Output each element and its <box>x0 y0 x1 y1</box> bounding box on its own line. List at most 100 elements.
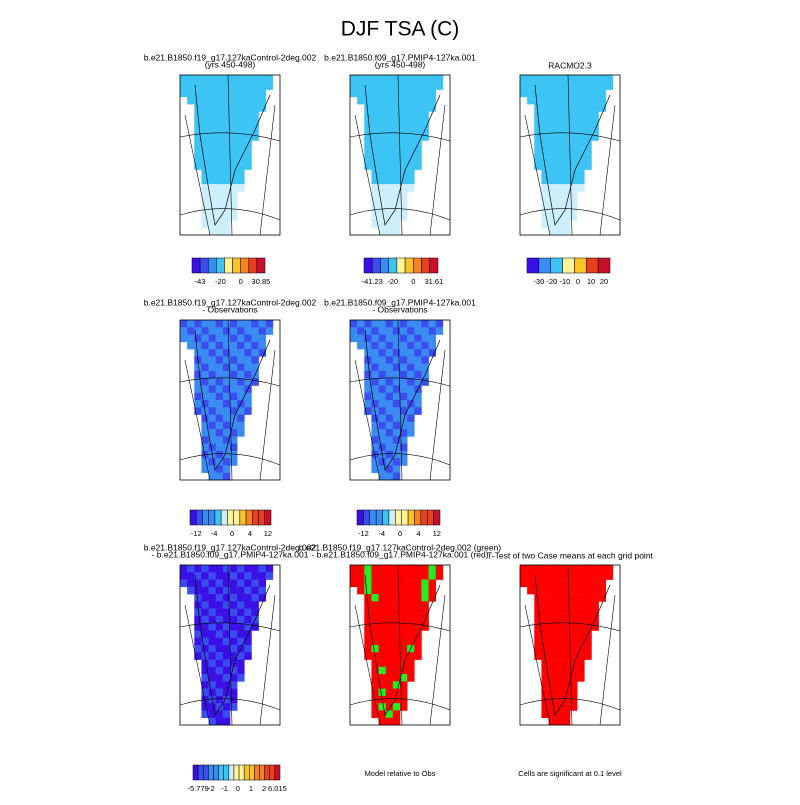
map-cell <box>194 400 202 408</box>
colorbar-label: 12 <box>264 529 272 538</box>
map-cell <box>378 133 387 141</box>
map-cell <box>364 82 372 90</box>
map-cell <box>215 443 224 452</box>
map-cell <box>400 623 408 631</box>
map-cell <box>385 349 394 357</box>
map-cell <box>385 572 394 580</box>
map-cell <box>194 320 202 328</box>
map-cell <box>385 710 394 719</box>
map-cell <box>251 586 259 595</box>
map-cell <box>385 565 394 573</box>
map-cell <box>562 125 571 134</box>
map-cell <box>371 111 379 119</box>
colorbar-box <box>233 509 241 526</box>
map-cell <box>201 565 209 573</box>
map-cell <box>555 579 564 588</box>
map-cell <box>562 623 571 631</box>
map-cell <box>237 666 245 675</box>
map-cell <box>215 111 224 119</box>
map-cell <box>208 717 217 726</box>
coastline <box>364 84 441 226</box>
colorbar-label: 0 <box>398 529 402 538</box>
map-cell <box>350 89 358 98</box>
map-cell <box>364 572 372 580</box>
map-cell <box>230 140 238 149</box>
map-cell <box>251 104 259 112</box>
map-cell <box>385 169 394 178</box>
map-cell <box>548 118 557 127</box>
map-cell <box>570 586 578 595</box>
map-cell <box>385 458 394 466</box>
map-cell <box>385 681 394 689</box>
map-cell <box>208 472 217 481</box>
map-cell <box>400 407 408 415</box>
map-cell <box>201 118 209 127</box>
map-cell <box>244 118 252 127</box>
map-cell <box>555 205 564 214</box>
map-cell <box>237 140 245 149</box>
map-cell <box>237 421 245 430</box>
map-cell <box>357 579 365 588</box>
map-cell <box>230 450 238 459</box>
map-cell <box>222 594 231 602</box>
colorbar-box <box>274 764 281 781</box>
map-cell <box>534 565 542 573</box>
colorbar-label: -12 <box>358 529 369 538</box>
map-cell <box>548 147 557 156</box>
panel-title: - Observations <box>202 304 257 314</box>
map-cell <box>541 703 549 711</box>
map-cell <box>555 565 564 573</box>
map-cell <box>541 125 549 134</box>
map-cell <box>208 75 217 83</box>
map-cell <box>392 659 401 668</box>
map-cell <box>548 717 557 726</box>
map-cell <box>400 334 408 343</box>
map-cell <box>414 133 422 141</box>
map-cell <box>548 681 557 689</box>
map-cell <box>534 615 542 624</box>
map-cell <box>215 75 224 83</box>
map-cell <box>222 450 231 459</box>
map-cell <box>407 659 415 668</box>
map-cell <box>230 601 238 609</box>
panel-title: b.e21.B1850.f09_g17.PMIP4-127ka.001 <box>324 297 476 307</box>
map-cell <box>194 645 202 653</box>
map-cell <box>215 89 224 98</box>
map-cell <box>562 608 571 617</box>
map-cell <box>407 370 415 379</box>
map-cell <box>194 378 202 386</box>
map-cell <box>385 162 394 170</box>
map-cell <box>244 407 252 415</box>
map-cell <box>371 82 379 90</box>
map-cell <box>364 586 372 595</box>
map-cell <box>201 666 209 675</box>
map-cell <box>350 334 358 343</box>
map-cell <box>208 637 217 646</box>
map-cell <box>541 579 549 588</box>
map-cell <box>208 443 217 452</box>
map-cell <box>237 630 245 639</box>
map-cell <box>421 572 429 580</box>
map-cell <box>555 75 564 83</box>
map-cell <box>230 659 238 668</box>
map-cell <box>230 421 238 430</box>
map-cell <box>201 341 209 350</box>
map-cell <box>385 421 394 430</box>
map-cell <box>364 623 372 631</box>
colorbar-label: 0 <box>239 277 243 286</box>
map-cell <box>385 385 394 394</box>
map-cell <box>244 637 252 646</box>
map-cell <box>371 443 379 452</box>
map-cell <box>385 363 394 372</box>
map-cell <box>215 637 224 646</box>
map-cell <box>201 125 209 134</box>
map-cell <box>392 414 401 423</box>
map-cell <box>215 96 224 105</box>
map-cell <box>371 125 379 134</box>
map-cell <box>378 147 387 156</box>
map-cell <box>392 674 401 682</box>
colorbar-box <box>407 509 415 526</box>
map-cell <box>548 630 557 639</box>
map-cell <box>222 465 231 474</box>
map-cell <box>230 594 238 602</box>
